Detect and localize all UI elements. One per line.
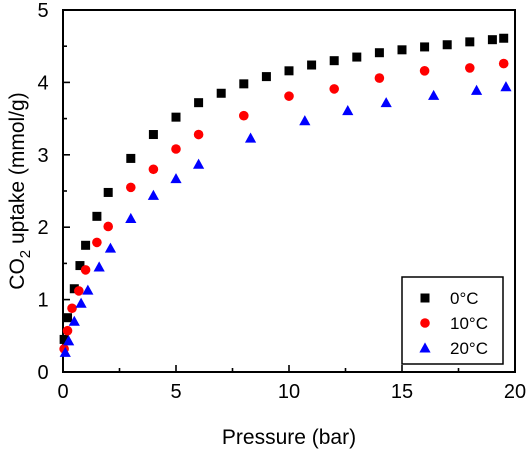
x-axis-title: Pressure (bar) [222,426,356,449]
y-axis-title-prefix: CO [6,258,29,290]
data-point-square [69,284,79,294]
x-tick-label: 10 [278,381,300,403]
data-point-triangle [193,158,205,169]
y-axis-title-suffix: uptake (mmol/g) [6,92,29,250]
data-point-circle [103,221,113,232]
data-point-circle [329,84,340,94]
data-point-square [329,56,339,66]
data-point-square [81,240,91,250]
x-axis: 0 5 10 15 20 [57,365,526,403]
data-point-square [307,60,317,70]
data-point-square [374,48,384,58]
data-point-circle [374,73,385,83]
y-tick-label: 3 [37,145,48,167]
data-points [59,33,512,357]
data-point-circle [171,144,181,154]
data-point-square [148,130,158,140]
y-axis: 0 1 2 3 4 5 [37,0,70,384]
data-point-circle [80,265,91,275]
data-point-circle [126,182,136,193]
data-point-square [487,35,497,45]
data-point-triangle [470,84,483,95]
data-point-square [216,88,226,98]
legend-box [401,276,504,365]
y-tick-label: 5 [37,0,48,22]
data-point-square [59,334,69,344]
y-tick-label: 0 [37,362,48,384]
data-point-circle [67,303,77,314]
legend-marker-triangle [419,342,431,353]
data-point-circle [419,66,430,76]
y-axis-title: CO2 uptake (mmol/g) [6,92,34,289]
data-point-circle [284,91,294,101]
data-point-circle [92,237,102,248]
data-point-triangle [68,315,80,326]
data-point-triangle [82,284,94,295]
x-tick-label: 0 [57,381,68,403]
data-point-triangle [63,335,75,346]
data-point-triangle [380,97,392,108]
data-point-circle [498,58,509,69]
data-point-square [92,211,102,221]
data-point-square [103,187,113,197]
data-point-square [465,37,475,47]
data-point-square [442,40,452,50]
y-tick-label: 1 [37,290,48,312]
data-point-triangle [125,212,137,223]
series-2 [59,81,512,357]
data-point-triangle [244,132,257,143]
data-point-square [75,261,85,271]
legend-marker-circle [420,318,430,328]
data-point-circle [239,110,249,121]
data-point-triangle [428,89,440,100]
data-point-circle [148,164,159,175]
y-tick-label: 4 [37,72,48,94]
data-point-triangle [104,242,117,253]
data-point-circle [465,63,475,73]
data-point-square [126,153,136,163]
data-point-triangle [75,297,87,308]
data-point-square [352,52,362,62]
data-point-square [284,66,294,76]
data-point-square [63,313,73,323]
data-point-triangle [93,261,105,272]
x-tick-label: 5 [170,381,181,403]
data-point-square [171,112,181,122]
data-point-triangle [59,346,71,357]
y-axis-title-subscript: 2 [17,250,34,258]
y-tick-label: 2 [37,217,48,239]
data-point-circle [74,286,84,296]
data-point-square [194,98,204,108]
data-point-square [239,79,249,89]
data-point-circle [193,129,204,140]
data-point-triangle [500,81,512,92]
data-point-triangle [299,115,311,126]
legend-label: 0°C [450,289,479,308]
data-point-square [499,33,509,43]
legend-label: 20°C [450,339,488,358]
data-point-square [261,72,271,82]
data-point-circle [62,325,73,336]
x-tick-label: 20 [504,381,526,403]
legend-label: 10°C [450,314,488,333]
legend: 0°C 10°C 20°C [401,276,504,365]
data-point-triangle [147,189,159,200]
x-tick-label: 15 [391,381,413,403]
data-point-triangle [170,173,182,184]
legend-marker-square [420,293,430,303]
data-point-square [420,42,430,52]
data-point-triangle [342,105,354,116]
series-1 [59,58,509,354]
data-point-square [397,45,407,55]
series-0 [59,33,509,344]
